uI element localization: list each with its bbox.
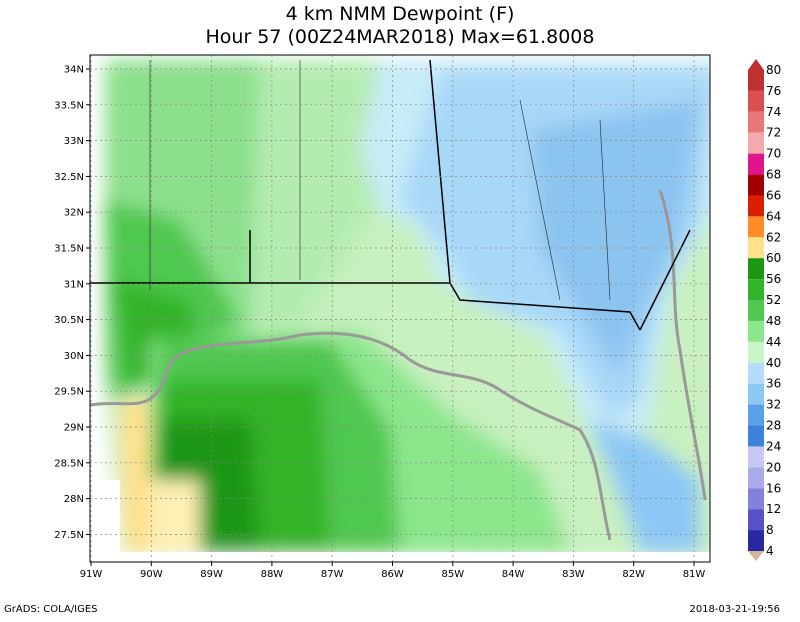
lon-label: 90W <box>140 569 163 580</box>
colorbar-label: 12 <box>766 502 781 516</box>
footer-left: GrADS: COLA/IGES <box>4 604 98 615</box>
colorbar-segment <box>748 195 764 217</box>
lat-label: 30N <box>64 351 84 362</box>
colorbar-segment <box>748 446 764 468</box>
footer-right: 2018-03-21-19:56 <box>689 604 780 615</box>
colorbar-segment <box>748 258 764 280</box>
colorbar-label: 28 <box>766 419 781 433</box>
colorbar-segment <box>748 488 764 510</box>
colorbar: 8076747270686664626056524844403632282420… <box>748 63 781 558</box>
colorbar-bottom <box>748 551 764 561</box>
colorbar-segment <box>748 383 764 405</box>
colorbar-label: 64 <box>766 209 781 223</box>
title: 4 km NMM Dewpoint (F) <box>286 3 515 25</box>
lon-label: 86W <box>381 569 404 580</box>
lat-label: 34N <box>64 65 84 76</box>
colorbar-label: 4 <box>766 544 774 558</box>
colorbar-segment <box>748 509 764 531</box>
lon-label: 84W <box>502 569 525 580</box>
lat-label: 33N <box>64 136 84 147</box>
subtitle: Hour 57 (00Z24MAR2018) Max=61.8008 <box>206 26 595 48</box>
colorbar-segment <box>748 132 764 154</box>
colorbar-segment <box>748 320 764 342</box>
colorbar-segment <box>748 467 764 489</box>
colorbar-label: 62 <box>766 230 781 244</box>
colorbar-label: 20 <box>766 460 781 474</box>
colorbar-segment <box>748 153 764 175</box>
lat-label: 29N <box>64 423 84 434</box>
colorbar-segment <box>748 279 764 301</box>
colorbar-segment <box>748 90 764 112</box>
colorbar-label: 74 <box>766 105 781 119</box>
map-field <box>90 55 710 562</box>
colorbar-segment <box>748 530 764 551</box>
colorbar-segment <box>748 341 764 363</box>
colorbar-label: 32 <box>766 398 781 412</box>
lat-label: 32.5N <box>54 172 84 183</box>
colorbar-label: 60 <box>766 251 781 265</box>
colorbar-label: 72 <box>766 126 781 140</box>
lat-label: 27.5N <box>54 530 84 541</box>
lon-label: 88W <box>261 569 284 580</box>
lat-label: 30.5N <box>54 315 84 326</box>
colorbar-segment <box>748 300 764 321</box>
colorbar-label: 66 <box>766 188 781 202</box>
lon-label: 83W <box>562 569 585 580</box>
colorbar-label: 68 <box>766 168 781 182</box>
lon-label: 82W <box>622 569 645 580</box>
lat-label: 28.5N <box>54 458 84 469</box>
colorbar-label: 80 <box>766 63 781 77</box>
colorbar-top <box>748 59 764 70</box>
colorbar-segment <box>748 216 764 238</box>
lat-label: 31.5N <box>54 244 84 255</box>
colorbar-label: 44 <box>766 335 781 349</box>
colorbar-label: 56 <box>766 272 781 286</box>
colorbar-label: 76 <box>766 84 781 98</box>
colorbar-label: 16 <box>766 481 781 495</box>
colorbar-label: 8 <box>766 523 774 537</box>
lon-label: 91W <box>80 569 103 580</box>
lon-label: 81W <box>683 569 706 580</box>
colorbar-label: 70 <box>766 147 781 161</box>
colorbar-label: 48 <box>766 314 781 328</box>
colorbar-label: 52 <box>766 293 781 307</box>
colorbar-label: 24 <box>766 439 781 453</box>
colorbar-segment <box>748 111 764 133</box>
lon-label: 87W <box>321 569 344 580</box>
lat-label: 31N <box>64 279 84 290</box>
lat-label: 28N <box>64 494 84 505</box>
colorbar-segment <box>748 237 764 259</box>
colorbar-segment <box>748 362 764 384</box>
colorbar-label: 40 <box>766 356 781 370</box>
colorbar-segment <box>748 70 764 91</box>
colorbar-segment <box>748 425 764 447</box>
colorbar-segment <box>748 174 764 196</box>
graticule: 34N 33.5N 33N 32.5N 32N 31.5N 31N 30.5N 30N 29.5N… <box>54 55 710 580</box>
lat-label: 29.5N <box>54 387 84 398</box>
lat-label: 33.5N <box>54 100 84 111</box>
lat-label: 32N <box>64 208 84 219</box>
colorbar-label: 36 <box>766 377 781 391</box>
lon-label: 89W <box>200 569 223 580</box>
map-frame <box>89 54 711 563</box>
colorbar-segment <box>748 404 764 426</box>
lon-label: 85W <box>441 569 464 580</box>
